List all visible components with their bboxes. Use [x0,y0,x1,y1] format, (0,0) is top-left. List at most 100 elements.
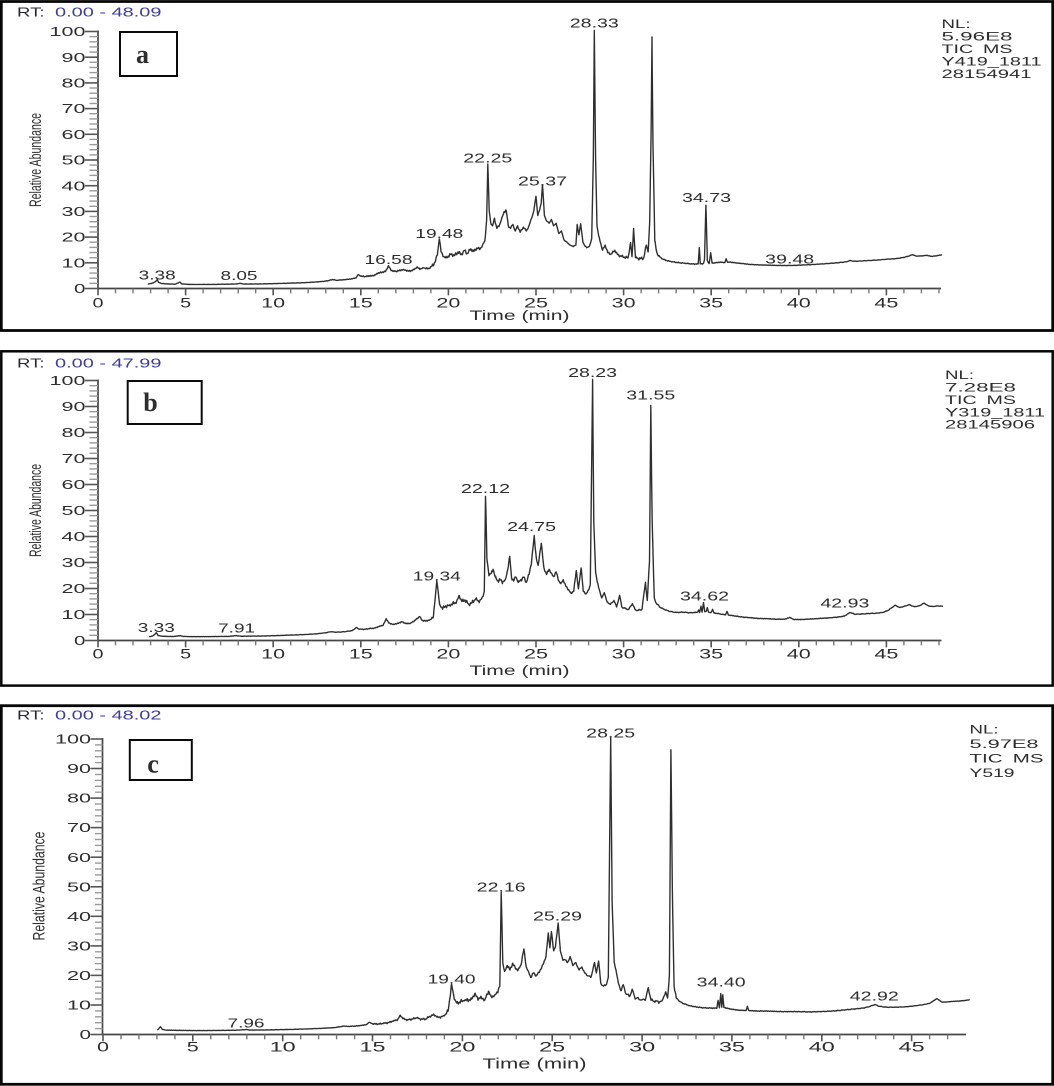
svg-text:24.75: 24.75 [507,519,556,534]
svg-text:b: b [143,388,157,417]
svg-text:3.33: 3.33 [138,620,175,635]
svg-text:a: a [136,40,149,69]
svg-text:Relative Abundance: Relative Abundance [27,464,45,557]
svg-text:25.29: 25.29 [533,909,582,924]
svg-text:25: 25 [524,647,548,662]
svg-text:7.28E8: 7.28E8 [945,381,1016,395]
svg-text:22.16: 22.16 [477,880,526,895]
svg-text:20: 20 [436,647,460,662]
svg-text:80: 80 [67,791,91,806]
svg-text:20: 20 [449,1039,475,1055]
svg-text:20: 20 [62,581,86,596]
svg-text:40: 40 [67,909,91,924]
svg-text:NL:: NL: [942,17,971,31]
svg-text:50: 50 [67,879,91,894]
svg-text:3.38: 3.38 [139,268,176,283]
svg-text:20: 20 [436,296,460,311]
svg-text:31.55: 31.55 [626,388,675,403]
svg-text:0: 0 [74,281,86,296]
svg-text:70: 70 [67,820,91,835]
svg-text:RT:: RT: [17,356,45,371]
svg-text:30: 30 [67,939,91,954]
svg-text:34.73: 34.73 [682,190,731,205]
svg-text:10: 10 [67,998,91,1013]
svg-text:RT:: RT: [17,708,45,723]
svg-text:28.33: 28.33 [570,16,619,31]
svg-text:20: 20 [67,968,91,983]
svg-text:5.96E8: 5.96E8 [942,30,1013,44]
svg-text:70: 70 [62,451,86,466]
svg-text:35: 35 [719,1039,745,1055]
svg-text:28145906: 28145906 [945,418,1035,432]
svg-text:TIC MS: TIC MS [942,42,1013,56]
svg-text:TIC MS: TIC MS [970,752,1044,766]
svg-text:90: 90 [62,399,86,414]
svg-text:Y519: Y519 [970,766,1015,780]
svg-text:Time (min): Time (min) [470,307,570,323]
svg-text:Y419_1811: Y419_1811 [942,55,1042,69]
svg-text:42.92: 42.92 [850,989,899,1004]
svg-text:RT:: RT: [17,5,45,20]
svg-text:15: 15 [360,1039,386,1055]
svg-text:34.62: 34.62 [680,589,729,604]
svg-text:19.34: 19.34 [413,569,461,584]
svg-text:30: 30 [62,555,86,570]
svg-text:60: 60 [67,850,91,865]
svg-text:c: c [147,750,159,779]
svg-text:20: 20 [62,230,86,245]
svg-text:0: 0 [93,296,104,311]
svg-text:40: 40 [787,647,811,662]
svg-text:45: 45 [899,1039,925,1055]
svg-text:50: 50 [62,503,86,518]
svg-text:10: 10 [62,255,86,270]
svg-text:45: 45 [874,647,898,662]
svg-text:25.37: 25.37 [518,174,567,189]
svg-text:60: 60 [62,127,86,142]
svg-text:60: 60 [62,477,86,492]
svg-text:10: 10 [62,607,86,622]
svg-text:30: 30 [629,1039,655,1055]
svg-text:30: 30 [62,204,86,219]
svg-text:0.00 - 48.09: 0.00 - 48.09 [55,5,162,20]
svg-text:30: 30 [612,647,636,662]
svg-text:15: 15 [349,647,373,662]
svg-text:28.25: 28.25 [586,726,635,741]
svg-text:5.97E8: 5.97E8 [970,737,1039,751]
svg-text:80: 80 [62,76,86,91]
svg-text:5: 5 [180,647,191,662]
svg-text:Time (min): Time (min) [483,1057,587,1073]
svg-text:0: 0 [97,1039,109,1055]
svg-text:10: 10 [261,647,285,662]
svg-text:5: 5 [187,1039,199,1055]
svg-text:0.00 - 47.99: 0.00 - 47.99 [55,356,162,371]
svg-text:30: 30 [612,296,636,311]
svg-text:40: 40 [62,178,86,193]
svg-text:40: 40 [787,296,811,311]
svg-text:19.48: 19.48 [415,226,463,241]
svg-text:25: 25 [539,1039,565,1055]
svg-text:50: 50 [62,153,86,168]
svg-text:28154941: 28154941 [942,67,1032,81]
svg-text:Y319_1811: Y319_1811 [945,406,1045,420]
svg-text:NL:: NL: [970,723,999,737]
svg-text:0: 0 [93,647,104,662]
svg-text:35: 35 [699,296,723,311]
svg-text:80: 80 [62,425,86,440]
svg-text:40: 40 [62,529,86,544]
svg-text:100: 100 [50,373,86,388]
svg-text:0: 0 [74,633,86,648]
svg-text:0: 0 [80,1027,92,1042]
svg-text:22.12: 22.12 [461,481,510,496]
svg-text:Time (min): Time (min) [470,662,570,678]
svg-text:42.93: 42.93 [820,596,869,611]
svg-text:40: 40 [809,1039,835,1055]
svg-text:NL:: NL: [945,368,974,382]
svg-text:10: 10 [261,296,285,311]
svg-text:0.00 - 48.02: 0.00 - 48.02 [55,708,162,723]
svg-text:39.48: 39.48 [765,252,814,267]
svg-text:15: 15 [349,296,373,311]
svg-text:34.40: 34.40 [697,975,746,990]
svg-text:19.40: 19.40 [428,972,476,987]
svg-text:8.05: 8.05 [221,268,258,283]
svg-text:16.58: 16.58 [365,252,413,267]
